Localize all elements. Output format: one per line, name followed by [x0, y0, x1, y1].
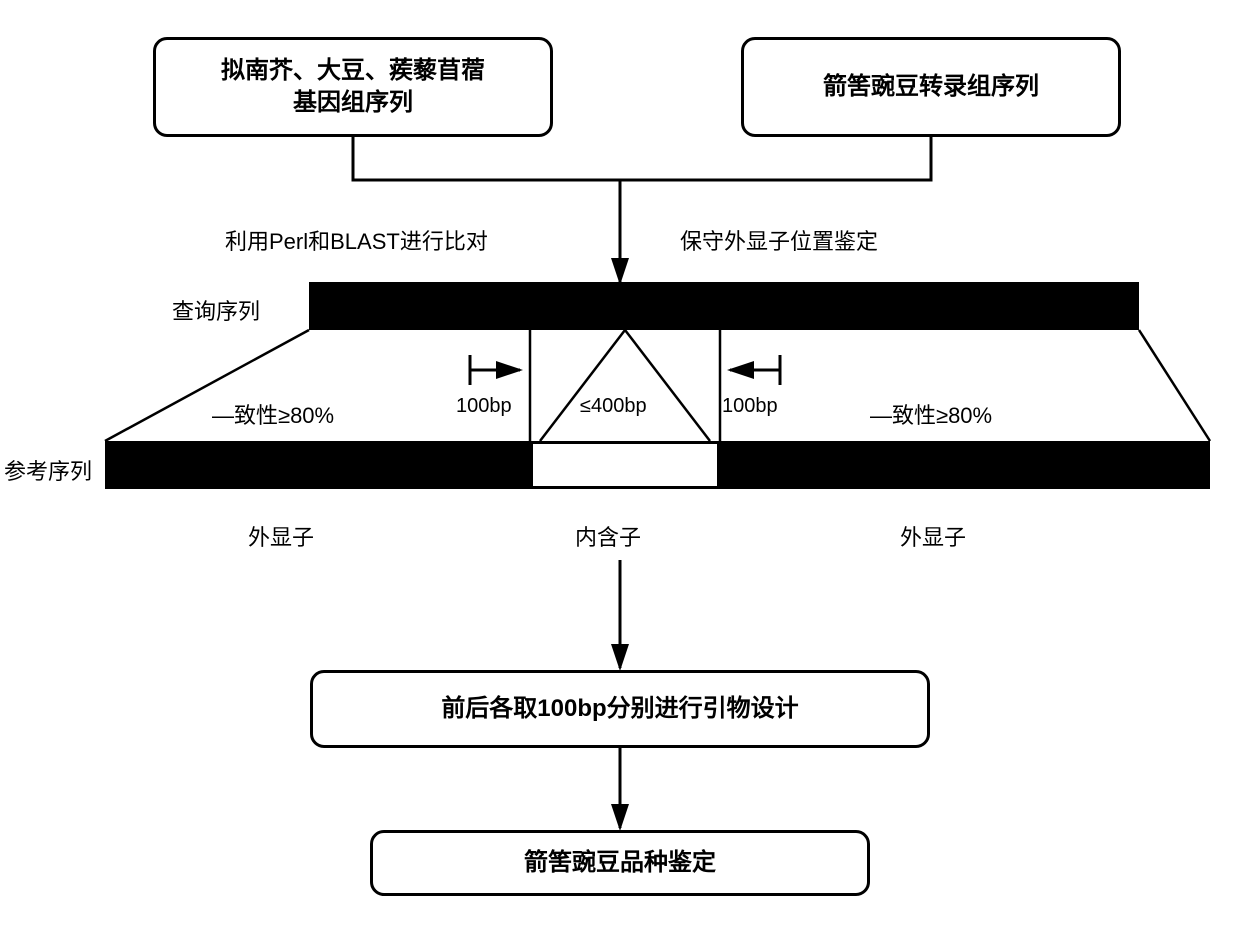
label-perl-blast: 利用Perl和BLAST进行比对 — [225, 224, 488, 256]
map-line-right-outer — [1139, 330, 1210, 441]
ref-exon-left — [105, 441, 530, 489]
label-100bp-left: 100bp — [456, 395, 512, 418]
box-transcriptome: 箭筈豌豆转录组序列 — [741, 37, 1121, 137]
label-exon-left: 外显子 — [248, 520, 314, 552]
box-primer-design: 前后各取100bp分别进行引物设计 — [310, 670, 930, 748]
label-similarity-right: —致性≥80% — [870, 398, 992, 430]
label-100bp-right: 100bp — [722, 395, 778, 418]
ref-intron-box — [530, 441, 720, 489]
label-ref-seq: 参考序列 — [4, 454, 92, 486]
box-genome-line1: 拟南芥、大豆、蒺藜苜蓿 — [221, 55, 485, 87]
box-variety-identify: 箭筈豌豆品种鉴定 — [370, 830, 870, 896]
query-bar — [309, 282, 1139, 330]
ref-exon-right — [720, 441, 1210, 489]
flowchart-root: 拟南芥、大豆、蒺藜苜蓿 基因组序列 箭筈豌豆转录组序列 利用Perl和BLAST… — [0, 0, 1240, 934]
v-line-right — [625, 330, 710, 441]
v-line-left — [540, 330, 625, 441]
label-exon-right: 外显子 — [900, 520, 966, 552]
label-similarity-left: —致性≥80% — [212, 398, 334, 430]
label-query-seq: 查询序列 — [172, 294, 260, 326]
box-genome-sequences: 拟南芥、大豆、蒺藜苜蓿 基因组序列 — [153, 37, 553, 137]
label-conserved-exon: 保守外显子位置鉴定 — [680, 224, 878, 256]
box-genome-line2: 基因组序列 — [221, 87, 485, 119]
merge-connector — [353, 137, 931, 282]
label-400bp: ≤400bp — [580, 395, 647, 418]
label-intron: 内含子 — [575, 520, 641, 552]
